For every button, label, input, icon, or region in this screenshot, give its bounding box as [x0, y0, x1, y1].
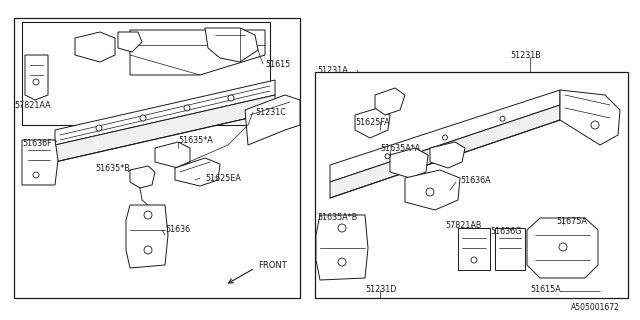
- Circle shape: [471, 257, 477, 263]
- Circle shape: [96, 125, 102, 131]
- Polygon shape: [130, 30, 265, 75]
- Text: 51675A: 51675A: [556, 218, 587, 227]
- Text: 51231B: 51231B: [510, 51, 541, 60]
- Circle shape: [144, 211, 152, 219]
- Text: 51636F: 51636F: [22, 139, 52, 148]
- Polygon shape: [458, 228, 490, 270]
- Text: 51635*A: 51635*A: [178, 135, 212, 145]
- Circle shape: [500, 116, 505, 121]
- Polygon shape: [405, 170, 460, 210]
- Circle shape: [184, 105, 190, 111]
- Circle shape: [338, 258, 346, 266]
- Polygon shape: [126, 205, 168, 268]
- Text: 51615: 51615: [265, 60, 291, 68]
- Circle shape: [33, 79, 39, 85]
- Text: 51231A: 51231A: [317, 66, 348, 75]
- Text: 57821AA: 57821AA: [14, 100, 51, 109]
- Polygon shape: [330, 90, 560, 182]
- Text: A505001672: A505001672: [571, 303, 620, 313]
- Polygon shape: [25, 55, 48, 100]
- Polygon shape: [430, 142, 465, 168]
- Polygon shape: [316, 215, 368, 280]
- Circle shape: [426, 188, 434, 196]
- Polygon shape: [118, 32, 142, 52]
- Text: 51231C: 51231C: [255, 108, 286, 116]
- Polygon shape: [205, 28, 258, 62]
- Circle shape: [442, 135, 447, 140]
- Polygon shape: [155, 142, 190, 168]
- Text: 51615A: 51615A: [530, 285, 561, 294]
- Polygon shape: [355, 108, 390, 138]
- Text: 51635*B: 51635*B: [95, 164, 130, 172]
- Text: 51636: 51636: [165, 226, 190, 235]
- Text: 51625FA: 51625FA: [355, 117, 390, 126]
- Polygon shape: [245, 95, 300, 145]
- Circle shape: [338, 224, 346, 232]
- Circle shape: [559, 243, 567, 251]
- Polygon shape: [495, 228, 525, 270]
- Polygon shape: [375, 88, 405, 115]
- Polygon shape: [130, 166, 155, 188]
- Text: 51231D: 51231D: [365, 285, 396, 294]
- Text: 51635A*B: 51635A*B: [317, 213, 357, 222]
- Text: 51636G: 51636G: [490, 228, 522, 236]
- Text: FRONT: FRONT: [258, 260, 287, 269]
- Polygon shape: [55, 95, 275, 162]
- Polygon shape: [560, 90, 620, 145]
- Circle shape: [385, 154, 390, 159]
- Circle shape: [228, 95, 234, 101]
- Circle shape: [144, 246, 152, 254]
- Text: 51636A: 51636A: [460, 175, 491, 185]
- Text: 57821AB: 57821AB: [445, 220, 481, 229]
- Polygon shape: [330, 105, 560, 198]
- Circle shape: [591, 121, 599, 129]
- Polygon shape: [22, 140, 58, 185]
- Polygon shape: [75, 32, 115, 62]
- Circle shape: [33, 172, 39, 178]
- Circle shape: [140, 115, 146, 121]
- Polygon shape: [390, 148, 428, 178]
- Text: 51625EA: 51625EA: [205, 173, 241, 182]
- Polygon shape: [527, 218, 598, 278]
- Polygon shape: [55, 80, 275, 145]
- Polygon shape: [175, 158, 220, 186]
- Text: 51635A*A: 51635A*A: [380, 143, 420, 153]
